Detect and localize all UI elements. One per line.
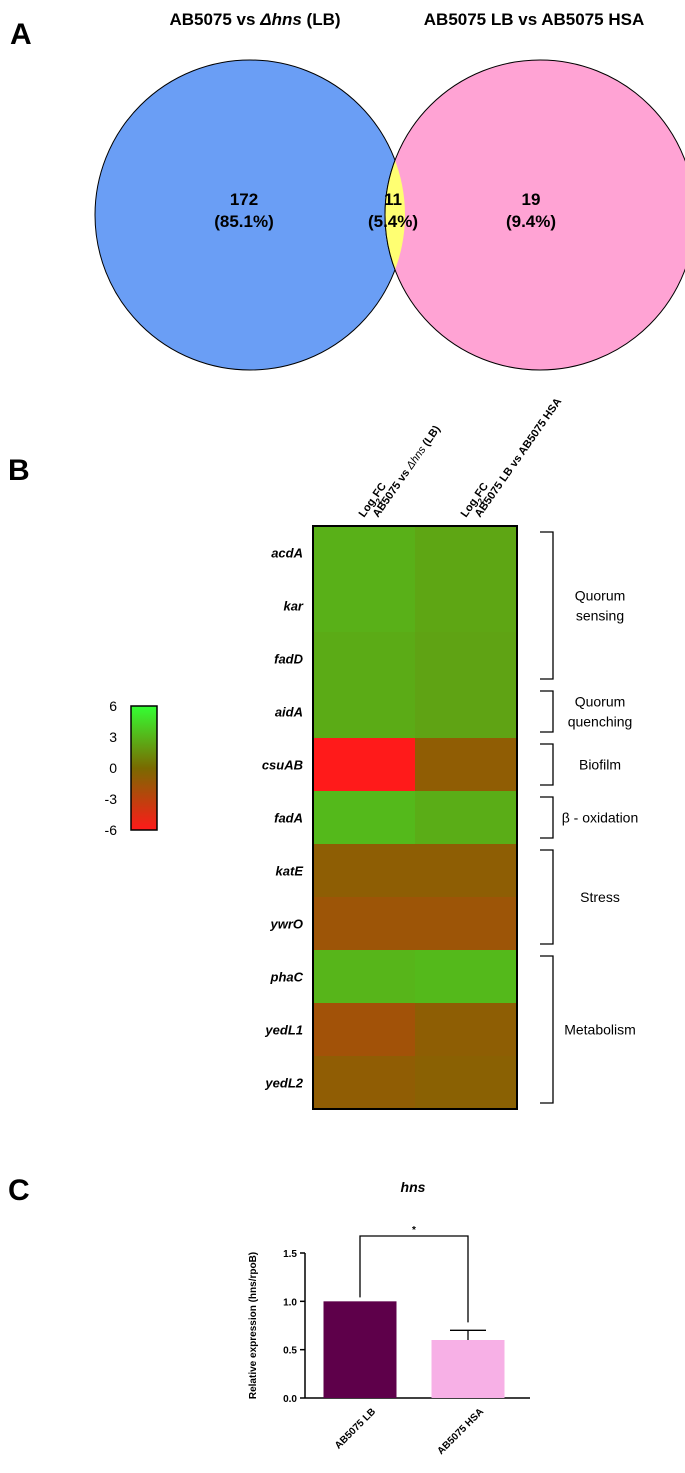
venn-right-count: 19 (522, 190, 541, 209)
group-bracket (540, 955, 554, 1104)
heatmap-cell (313, 738, 415, 791)
heatmap-cell (313, 844, 415, 897)
heatmap-cell (415, 1003, 517, 1056)
panel-letter-a: A (10, 18, 32, 51)
heatmap-cell (313, 632, 415, 685)
heatmap-row-label: acdA (271, 546, 303, 561)
heatmap-cell (415, 1056, 517, 1109)
group-label: Biofilm (579, 757, 621, 773)
heatmap-row-label: fadD (274, 652, 304, 667)
group-label: Stress (580, 889, 620, 905)
y-axis-label: Relative expression (hns/rpoB) (248, 1252, 259, 1399)
bar (431, 1340, 505, 1398)
group-label: quenching (568, 714, 633, 730)
bar-chart-title: hns (401, 1179, 426, 1195)
x-tick-label: AB5075 LB (333, 1406, 378, 1451)
heatmap-row-label: csuAB (262, 758, 303, 773)
bar (323, 1301, 397, 1398)
group-label: Quorum (575, 694, 626, 710)
heatmap-row-label: ywrO (269, 917, 303, 932)
venn-center-pct: (5.4%) (368, 212, 418, 231)
heatmap-cell (415, 526, 517, 579)
heatmap-cell (415, 579, 517, 632)
heatmap-row-label: yedL2 (264, 1076, 303, 1091)
color-scale-tick: 0 (109, 760, 117, 776)
heatmap-row-label: aidA (275, 705, 303, 720)
x-tick-label: AB5075 HSA (435, 1406, 486, 1457)
heatmap-row-label: yedL1 (264, 1023, 303, 1038)
group-label: β - oxidation (562, 810, 639, 826)
heatmap: acdA kar fadD aidA csuAB fadA katE ywrO phaC yedL… (105, 396, 639, 1110)
venn-overlap-region (384, 60, 405, 370)
heatmap-cell (415, 738, 517, 791)
color-scale-tick: -3 (105, 791, 118, 807)
y-tick-label: 1.5 (283, 1249, 297, 1260)
heatmap-cell (313, 1056, 415, 1109)
heatmap-row-label: phaC (270, 970, 304, 985)
heatmap-cell (415, 897, 517, 950)
significance-marker: * (412, 1225, 416, 1236)
venn-center-count: 11 (384, 190, 402, 209)
venn-right-title: AB5075 LB vs AB5075 HSA (424, 10, 644, 29)
heatmap-cell (313, 897, 415, 950)
heatmap-cell (313, 526, 415, 579)
y-tick-label: 0.5 (283, 1346, 297, 1357)
heatmap-cell (313, 1003, 415, 1056)
color-scale-tick: 3 (109, 729, 117, 745)
color-scale-tick: -6 (105, 822, 118, 838)
heatmap-cell (415, 844, 517, 897)
heatmap-cell (415, 950, 517, 1003)
heatmap-cell (415, 791, 517, 844)
group-bracket (540, 743, 554, 786)
heatmap-row-label: kar (283, 599, 303, 614)
y-tick-label: 0.0 (283, 1394, 297, 1405)
group-label: sensing (576, 608, 624, 624)
group-bracket (540, 849, 554, 945)
bar-chart: hns 0.0 0.5 1.0 1.5 Relative expression (hns/… (248, 1179, 530, 1457)
heatmap-cell (415, 685, 517, 738)
heatmap-row-label: fadA (274, 811, 303, 826)
panel-letter-c: C (8, 1174, 30, 1207)
group-bracket (540, 531, 554, 680)
heatmap-cell (313, 685, 415, 738)
heatmap-cell (313, 791, 415, 844)
significance-bracket (359, 1235, 469, 1323)
group-bracket (540, 796, 554, 839)
color-scale-tick: 6 (109, 698, 117, 714)
heatmap-cell (313, 950, 415, 1003)
venn-right-pct: (9.4%) (506, 212, 556, 231)
venn-left-title: AB5075 vs Δhns (LB) (169, 10, 340, 29)
venn-left-pct: (85.1%) (214, 212, 274, 231)
panel-letter-b: B (8, 454, 30, 487)
heatmap-column-header-line2: AB5075 vs Δhns (LB) (371, 423, 443, 519)
heatmap-column-header-line2: AB5075 LB vs AB5075 HSA (473, 396, 565, 520)
heatmap-cell (415, 632, 517, 685)
heatmap-cell (313, 579, 415, 632)
venn-diagram: AB5075 vs Δhns (LB) AB5075 LB vs AB5075 … (94, 10, 685, 371)
heatmap-row-label: katE (276, 864, 304, 879)
group-label: Metabolism (564, 1022, 636, 1038)
y-tick-label: 1.0 (283, 1297, 297, 1308)
color-scale-bar (130, 705, 158, 831)
heatmap-border (312, 525, 518, 1110)
group-bracket (540, 690, 554, 733)
venn-left-count: 172 (230, 190, 258, 209)
group-label: Quorum (575, 588, 626, 604)
